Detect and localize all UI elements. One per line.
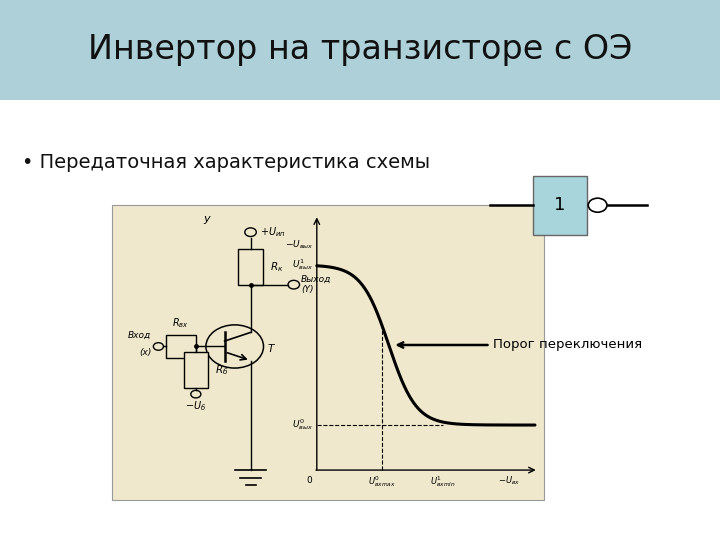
Text: $-U_{вых}$: $-U_{вых}$ bbox=[284, 239, 313, 251]
FancyBboxPatch shape bbox=[112, 205, 544, 500]
Text: $R_{вх}$: $R_{вх}$ bbox=[172, 316, 189, 330]
Text: Выход
(Y): Выход (Y) bbox=[301, 275, 331, 294]
FancyBboxPatch shape bbox=[184, 352, 208, 388]
Text: $+U_{ип}$: $+U_{ип}$ bbox=[260, 225, 286, 239]
FancyBboxPatch shape bbox=[238, 249, 263, 285]
Text: T: T bbox=[267, 344, 274, 354]
Text: $-U_{вх}$: $-U_{вх}$ bbox=[498, 475, 520, 487]
Text: $R_б$: $R_б$ bbox=[215, 363, 228, 377]
Text: 1: 1 bbox=[554, 196, 565, 214]
Text: $U^{1}_{вхmin}$: $U^{1}_{вхmin}$ bbox=[431, 475, 456, 489]
Text: Вход: Вход bbox=[128, 331, 151, 340]
FancyBboxPatch shape bbox=[533, 176, 587, 235]
Text: $R_к$: $R_к$ bbox=[270, 260, 284, 274]
Text: Инвертор на транзисторе с ОЭ: Инвертор на транзисторе с ОЭ bbox=[88, 33, 632, 66]
Text: (x): (x) bbox=[139, 348, 151, 356]
Text: $0$: $0$ bbox=[306, 475, 313, 485]
Text: $U^{0}_{вхmax}$: $U^{0}_{вхmax}$ bbox=[369, 475, 396, 489]
Text: • Передаточная характеристика схемы: • Передаточная характеристика схемы bbox=[22, 152, 430, 172]
Text: $-U_б$: $-U_б$ bbox=[185, 400, 207, 413]
FancyBboxPatch shape bbox=[166, 335, 196, 357]
Text: Порог переключения: Порог переключения bbox=[398, 339, 642, 352]
FancyBboxPatch shape bbox=[0, 0, 720, 100]
Text: $U^{1}_{вых}$: $U^{1}_{вых}$ bbox=[292, 258, 313, 272]
Text: $U^{0}_{вых}$: $U^{0}_{вых}$ bbox=[292, 417, 313, 433]
Text: y: y bbox=[203, 214, 210, 224]
